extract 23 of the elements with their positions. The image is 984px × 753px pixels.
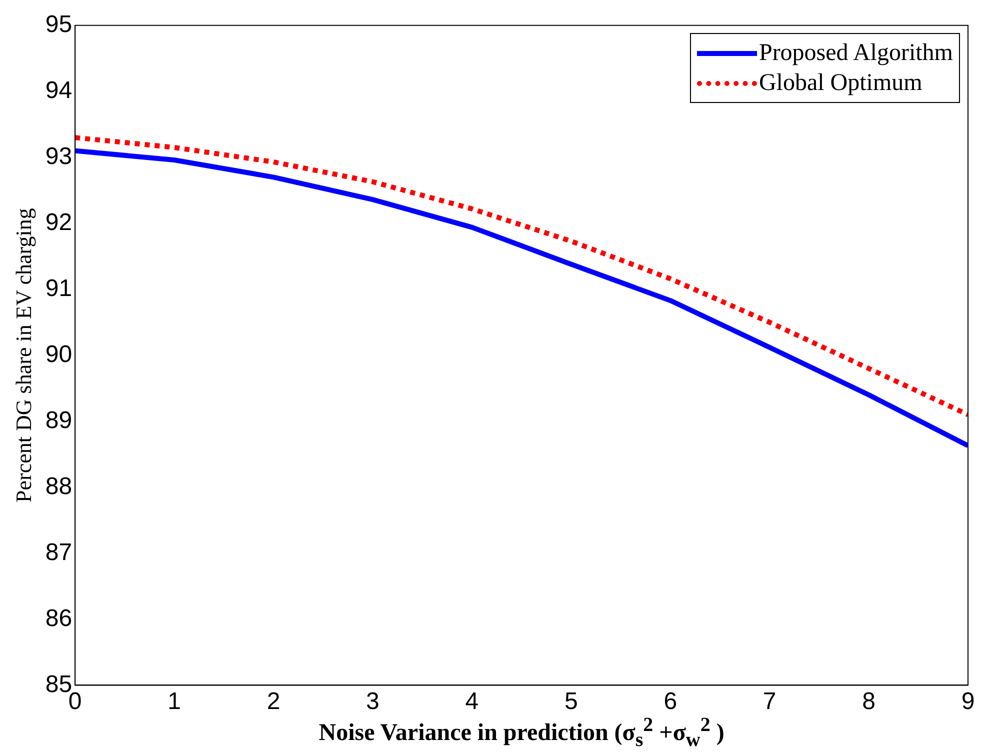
x-tick-label: 5 (564, 688, 578, 716)
x-tick-label: 1 (168, 688, 181, 716)
x-tick-label: 8 (862, 688, 876, 716)
x-axis-title: Noise Variance in prediction (σ$_{s}$$^{2}$ +σ$_{w}$$^{2}$ ) (318, 714, 726, 752)
y-tick-label: 90 (45, 340, 72, 368)
x-tick-label: 9 (961, 688, 975, 716)
x-tick-label: 6 (664, 688, 678, 716)
y-tick-label: 95 (45, 11, 72, 38)
legend-label: Global Optimum (758, 69, 922, 98)
y-tick-label: 93 (45, 142, 72, 170)
y-tick-label: 87 (45, 538, 72, 566)
legend-label: Proposed Algorithm (758, 39, 953, 68)
y-tick-label: 89 (45, 406, 72, 434)
x-tick-label: 7 (762, 688, 776, 716)
x-tick-label: 4 (465, 688, 479, 716)
y-tick-label: 92 (45, 208, 72, 236)
y-tick-label: 88 (45, 472, 72, 500)
y-tick-label: 91 (45, 274, 72, 302)
y-tick-label: 86 (45, 604, 72, 632)
x-tick-label: 3 (366, 688, 380, 716)
y-tick-label: 94 (45, 77, 72, 104)
y-axis-title: Percent DG share in EV charging (10, 208, 36, 502)
x-tick-label: 2 (266, 688, 280, 716)
